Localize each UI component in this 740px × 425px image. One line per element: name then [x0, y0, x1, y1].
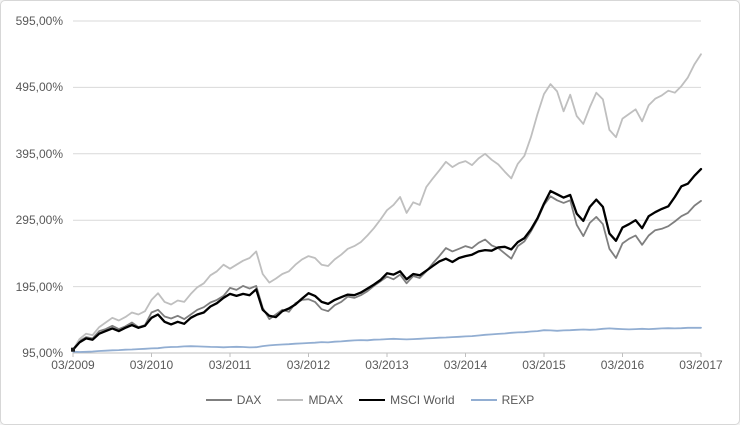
x-tick-label: 03/2015	[522, 358, 566, 372]
series-line-msci-world	[71, 167, 703, 351]
series-line-rexp	[72, 326, 702, 353]
x-tick-label: 03/2010	[129, 358, 174, 372]
x-tick-label: 03/2011	[208, 358, 252, 372]
x-tick-label: 03/2016	[600, 358, 645, 372]
legend-item-msci-world: MSCI World	[359, 393, 455, 407]
legend-swatch	[277, 399, 304, 401]
y-tick-label: 195,00%	[15, 279, 63, 294]
x-axis	[72, 352, 702, 357]
legend-label: DAX	[236, 393, 262, 407]
y-tick-label: 395,00%	[15, 146, 63, 161]
series-line-mdax	[72, 53, 702, 351]
x-tick-label: 03/2009	[51, 358, 95, 372]
legend-item-rexp: REXP	[470, 393, 535, 407]
legend-swatch	[205, 399, 232, 401]
legend-item-mdax: MDAX	[277, 393, 343, 407]
y-tick-label: 595,00%	[15, 14, 63, 28]
y-tick-label: 495,00%	[15, 80, 63, 95]
y-tick-label: 95,00%	[22, 346, 63, 360]
legend: DAX MDAX MSCI World REXP	[1, 392, 739, 408]
x-tick-label: 03/2017	[679, 358, 723, 372]
series-start-marker	[71, 347, 75, 352]
legend-label: MSCI World	[390, 393, 455, 407]
legend-item-dax: DAX	[205, 393, 262, 407]
legend-label: MDAX	[308, 393, 344, 407]
x-tick-label: 03/2013	[365, 358, 409, 372]
y-tick-label: 295,00%	[15, 213, 63, 228]
series-lines	[71, 53, 703, 353]
legend-swatch	[470, 399, 497, 401]
legend-swatch	[359, 399, 386, 401]
legend-label: REXP	[501, 393, 535, 407]
series-line-dax	[72, 195, 702, 351]
x-tick-label: 03/2014	[443, 358, 488, 372]
x-tick-label: 03/2012	[286, 358, 331, 372]
